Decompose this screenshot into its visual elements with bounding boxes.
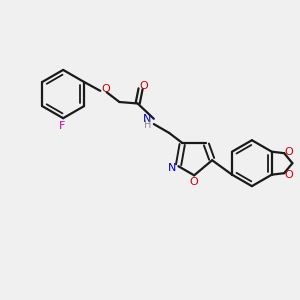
Text: O: O xyxy=(190,177,199,187)
Text: O: O xyxy=(285,147,293,157)
Text: N: N xyxy=(143,114,152,124)
Text: F: F xyxy=(58,121,65,130)
Text: O: O xyxy=(285,170,293,180)
Text: O: O xyxy=(139,81,148,91)
Text: N: N xyxy=(168,163,177,173)
Text: H: H xyxy=(144,120,151,130)
Text: O: O xyxy=(101,84,110,94)
